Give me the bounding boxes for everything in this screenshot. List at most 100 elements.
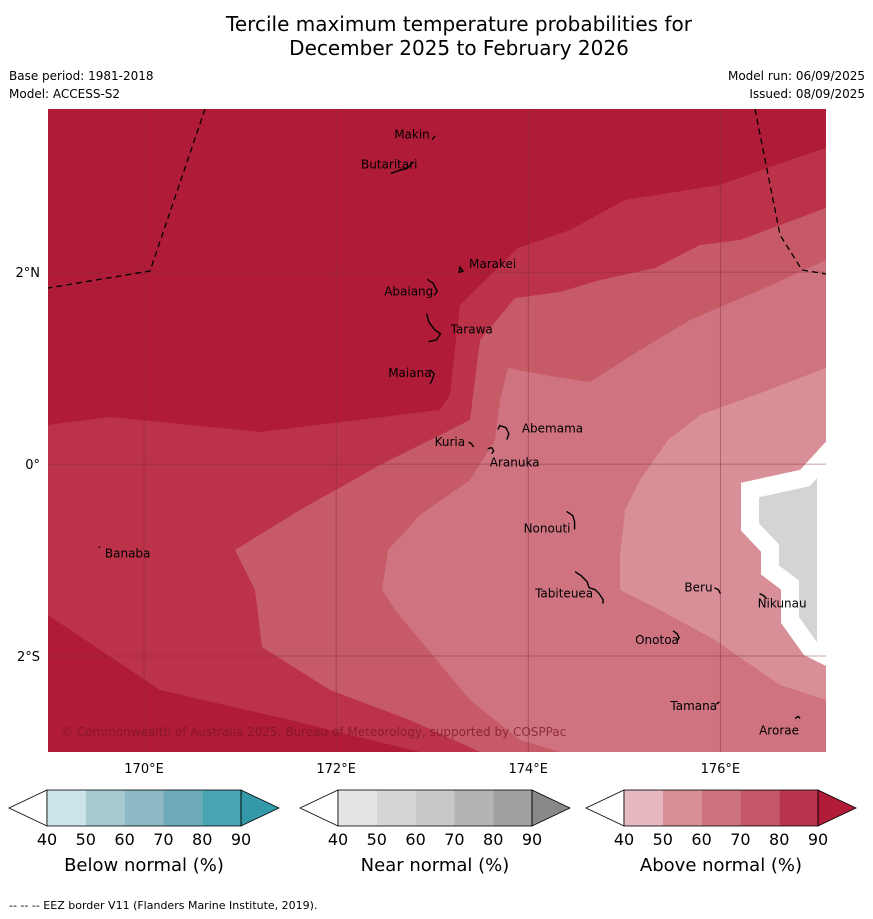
colorbar-title: Below normal (%)	[64, 855, 224, 876]
island-outline	[794, 715, 801, 719]
map-area: Makin Butaritari Marakei Abaiang Tarawa Maian…	[48, 109, 826, 752]
meta-right: Model run: 06/09/2025 Issued: 08/09/2025	[728, 67, 865, 103]
place-label: Maiana	[388, 366, 431, 380]
meta-left: Base period: 1981-2018 Model: ACCESS-S2	[9, 67, 154, 103]
colorbar-segment	[376, 790, 416, 826]
colorbar-segment	[415, 790, 455, 826]
place-label: Banaba	[105, 547, 151, 561]
colorbar-segment	[124, 790, 164, 826]
eez-border	[48, 109, 826, 289]
colorbar-segment	[740, 790, 780, 826]
colorbar-legend: 40 50 60 70 80 90 Above normal (%)	[585, 789, 857, 876]
place-label: Makin	[394, 128, 430, 142]
colorbar-extend-low	[585, 789, 625, 827]
colorbar-tick-label: 70	[153, 830, 173, 849]
colorbar-frame	[46, 789, 242, 827]
colorbar-legend: 40 50 60 70 80 90 Below normal (%)	[8, 789, 280, 876]
place-label: Abemama	[522, 422, 583, 436]
place-label: Tarawa	[450, 323, 493, 337]
island-outline	[487, 446, 495, 455]
island-outline	[468, 441, 475, 448]
lat-tick-label: 2°N	[16, 266, 41, 281]
colorbar-tick-label: 70	[730, 830, 750, 849]
colorbar-segment	[85, 790, 125, 826]
island-outline	[458, 265, 465, 274]
colorbar-tick-label: 40	[37, 830, 57, 849]
island-outline	[672, 630, 680, 642]
colorbar-legends: 40 50 60 70 80 90 Below normal (%) 40 50 60 70 80 90…	[8, 789, 857, 876]
colorbar-tick-label: 70	[444, 830, 464, 849]
eez-border-line	[48, 109, 206, 289]
colorbar-tick-label: 50	[76, 830, 96, 849]
colorbar-tick-label: 40	[328, 830, 348, 849]
island-outline	[574, 571, 604, 604]
colorbar-tick-label: 60	[691, 830, 711, 849]
model-run: Model run: 06/09/2025	[727, 69, 865, 83]
colorbar-segment	[624, 790, 663, 826]
colorbar-extend-high	[240, 789, 280, 827]
colorbar-tick-label: 80	[769, 830, 789, 849]
place-label: Tamana	[669, 699, 717, 713]
colorbar-segment	[163, 790, 203, 826]
place-label: Abaiang	[384, 284, 433, 298]
place-label: Tabiteuea	[534, 587, 593, 601]
island-outline	[759, 592, 768, 600]
island-outline	[98, 546, 101, 549]
model-name: Model: ACCESS-S2	[9, 87, 121, 101]
colorbar-segment	[202, 790, 241, 826]
place-label: Beru	[684, 581, 712, 595]
place-label: Kuria	[435, 435, 466, 449]
colorbar-tick-label: 80	[483, 830, 503, 849]
eez-border-line	[754, 109, 826, 275]
island-outline	[431, 135, 436, 141]
longitude-labels: 170°E 172°E 174°E 176°E	[124, 762, 740, 777]
lon-tick-label: 176°E	[701, 762, 741, 777]
colorbar-segment	[47, 790, 86, 826]
island-outline	[714, 587, 722, 595]
place-labels: Makin Butaritari Marakei Abaiang Tarawa Maian…	[105, 128, 807, 738]
colorbar-segment	[662, 790, 702, 826]
island-outline	[566, 510, 576, 530]
island-outline	[497, 424, 510, 440]
colorbar-segment	[493, 790, 532, 826]
colorbar-tick-label: 60	[114, 830, 134, 849]
colorbar-legend: 40 50 60 70 80 90 Near normal (%)	[299, 789, 571, 876]
zone-above-50	[620, 368, 826, 700]
colorbar-tick-label: 50	[367, 830, 387, 849]
island-outline	[426, 278, 439, 296]
colorbar-tick-label: 50	[653, 830, 673, 849]
place-label: Onotoa	[635, 633, 679, 647]
colorbar-segment	[701, 790, 741, 826]
colorbar-tick-label: 60	[405, 830, 425, 849]
chart-title: Tercile maximum temperature probabilitie…	[0, 12, 873, 60]
copyright-text: © Commonwealth of Australia 2025, Bureau…	[61, 725, 566, 739]
map-figure: Makin Butaritari Marakei Abaiang Tarawa Maian…	[8, 109, 857, 876]
place-label: Marakei	[469, 257, 516, 271]
colorbar-extend-high	[531, 789, 571, 827]
base-period: Base period: 1981-2018	[9, 69, 154, 83]
islands	[98, 135, 801, 719]
island-outline	[425, 313, 442, 343]
colorbar-segment	[454, 790, 494, 826]
issued-date: Issued: 08/09/2025	[749, 87, 865, 101]
colorbar-tick-label: 90	[522, 830, 542, 849]
colorbar-tick-label: 80	[192, 830, 212, 849]
colorbar-frame	[337, 789, 533, 827]
island-outline	[429, 369, 435, 385]
colorbar-frame	[623, 789, 819, 827]
colorbar-extend-high	[817, 789, 857, 827]
colorbar-extend-low	[299, 789, 339, 827]
colorbar-title: Near normal (%)	[361, 855, 510, 876]
lat-tick-label: 2°S	[17, 650, 40, 665]
place-label: Nikunau	[758, 597, 807, 611]
place-label: Arorae	[759, 723, 799, 737]
lat-tick-label: 0°	[25, 458, 40, 473]
colorbar-extend-low	[8, 789, 48, 827]
colorbar-tick-label: 90	[231, 830, 251, 849]
colorbar-tick-label: 40	[614, 830, 634, 849]
title-line-1: Tercile maximum temperature probabilitie…	[226, 12, 692, 36]
no-data-region	[741, 441, 826, 667]
lon-tick-label: 172°E	[316, 762, 356, 777]
colorbar-segment	[779, 790, 818, 826]
gridlines	[48, 109, 826, 752]
